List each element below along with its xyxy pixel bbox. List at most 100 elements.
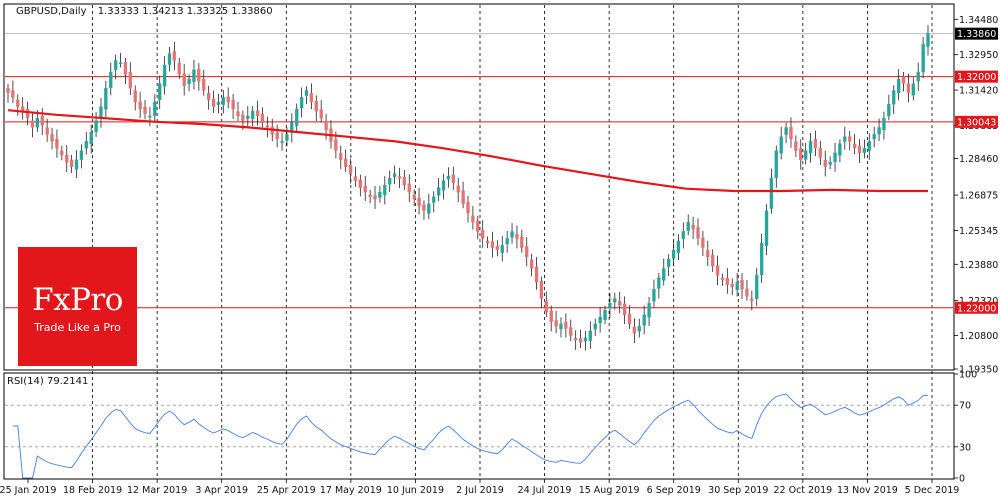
date-label: 18 Feb 2019 (63, 485, 122, 496)
candle-body (197, 68, 201, 82)
candle-body (862, 148, 867, 153)
candle-body (275, 132, 279, 140)
price-tick-label: 1.26875 (959, 191, 998, 202)
candle-body (632, 326, 637, 334)
candle-body (358, 179, 362, 188)
candle-body (334, 139, 338, 151)
candle-body (290, 122, 294, 133)
rsi-tick-label: 0 (959, 474, 965, 485)
candle-body (921, 44, 925, 73)
candle-body (755, 275, 759, 299)
candle-body (236, 111, 240, 117)
candle-body (324, 120, 328, 130)
rsi-label: RSI(14) 79.2141 (7, 376, 88, 387)
candle-body (35, 118, 40, 128)
candle-body (818, 147, 822, 158)
candle-body (206, 93, 211, 100)
date-axis: 25 Jan 2019 18 Feb 2019 12 Mar 2019 3 Apr 2… (0, 479, 959, 496)
candle-body (143, 106, 147, 114)
candle-body (745, 288, 749, 297)
candle-body (216, 101, 221, 105)
candle-body (686, 222, 690, 231)
candle-body (794, 141, 798, 151)
price-tags: 1.32000 1.30043 1.22000 1.33860 (955, 27, 998, 314)
date-label: 30 Sep 2019 (708, 485, 768, 496)
candle-body (588, 330, 592, 341)
candle-body (779, 136, 783, 154)
candle-body (598, 316, 602, 324)
candle-body (510, 231, 514, 238)
candle-body (339, 153, 343, 160)
candle-body (422, 204, 426, 211)
candle-body (6, 88, 10, 93)
candle-body (295, 108, 299, 126)
candle-body (69, 159, 74, 167)
candle-body (534, 266, 539, 283)
date-label: 6 Sep 2019 (647, 485, 701, 496)
candle-body (711, 254, 715, 267)
candle-body (843, 136, 847, 142)
candle-body (882, 118, 886, 131)
price-tick-label: 1.25345 (959, 226, 998, 237)
level-price-tag: 1.22000 (957, 303, 996, 314)
candle-body (314, 100, 318, 112)
candle-body (192, 69, 196, 82)
level-price-tag: 1.30043 (957, 117, 996, 128)
candle-body (226, 96, 230, 103)
candle-body (45, 127, 49, 135)
candle-body (789, 126, 793, 140)
candle-body (901, 76, 906, 84)
candle-body (373, 195, 377, 200)
candle-body (481, 230, 485, 239)
candle-body (138, 101, 142, 110)
price-axis: 1.344801.329501.314201.298851.284601.268… (954, 15, 998, 376)
horizontal-levels (5, 33, 953, 309)
candle-body (265, 125, 270, 128)
candle-body (11, 90, 15, 98)
candle-body (471, 215, 475, 223)
candle-body (578, 338, 583, 343)
candle-body (696, 227, 700, 239)
candle-body (691, 224, 695, 230)
candle-body (896, 78, 901, 94)
candle-body (456, 185, 460, 193)
candle-body (569, 327, 573, 336)
candle-body (622, 303, 627, 315)
candle-body (60, 150, 64, 156)
candle-body (353, 176, 358, 181)
candle-body (808, 141, 813, 154)
date-label: 25 Jan 2019 (0, 485, 56, 496)
candle-body (114, 60, 118, 70)
rsi-tick-label: 100 (959, 370, 977, 381)
rsi-tick-label: 30 (959, 442, 971, 453)
candle-body (344, 158, 348, 167)
price-tick-label: 1.31420 (959, 86, 998, 97)
candle-body (231, 99, 235, 110)
date-label: 24 Jul 2019 (518, 485, 572, 496)
candle-body (211, 98, 216, 107)
candle-body (701, 237, 705, 248)
candle-body (417, 197, 421, 207)
logo-tagline: Trade Like a Pro (34, 321, 121, 334)
candle-body (397, 176, 402, 179)
candle-body (99, 106, 103, 119)
candle-body (148, 115, 152, 118)
candle-body (118, 62, 123, 65)
moving-average-line (7, 109, 928, 193)
candle-body (461, 190, 465, 204)
price-tick-label: 1.20800 (959, 331, 998, 342)
candle-body (451, 174, 455, 184)
candle-body (241, 115, 245, 121)
level-price-tag-bg (955, 70, 998, 83)
candle-body (348, 164, 353, 174)
candle-body (804, 150, 808, 160)
candle-body (407, 183, 411, 193)
date-label: 25 Apr 2019 (257, 485, 316, 496)
candle-body (202, 79, 206, 91)
candle-body (652, 289, 656, 302)
current-price-tag-bg (955, 27, 998, 40)
vertical-gridlines (92, 5, 933, 478)
candle-body (441, 180, 446, 191)
level-price-tag-bg (955, 301, 998, 314)
candle-body (40, 115, 44, 126)
